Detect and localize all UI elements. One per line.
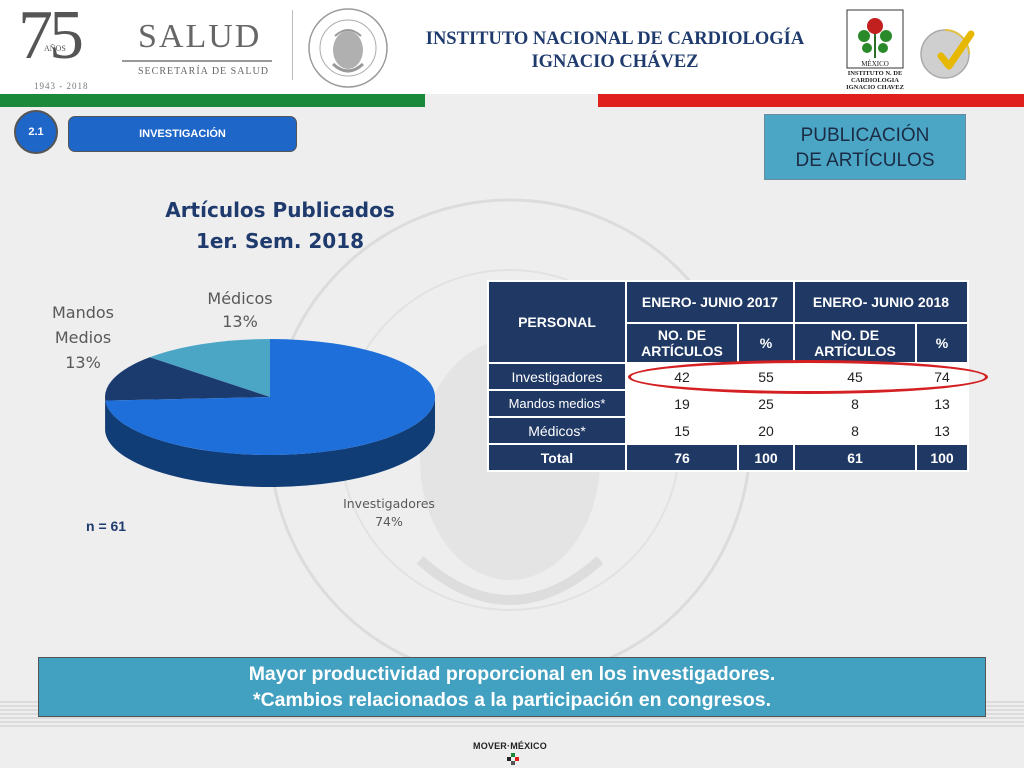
pie-label-medicos-name: Médicos: [207, 289, 273, 308]
section-number-badge: 2.1: [14, 110, 58, 154]
salud-logo: SALUD SECRETARÍA DE SALUD: [122, 10, 287, 80]
cell-value: 20: [737, 416, 795, 445]
total-label: Total: [487, 443, 627, 472]
subheader-pct-2017: %: [737, 322, 795, 364]
green-band: [0, 94, 425, 107]
pie-label-medicos-value: 13%: [222, 312, 258, 331]
row-label: Médicos*: [487, 416, 627, 445]
pie-slice-investigadores: [105, 339, 435, 455]
salud-subtitle: SECRETARÍA DE SALUD: [138, 66, 269, 77]
mover-mexico-logo: MOVER·MÉXICO: [471, 737, 551, 765]
cell-value: 25: [737, 389, 795, 418]
red-band: [598, 94, 1024, 107]
svg-text:MÉXICO: MÉXICO: [861, 60, 889, 68]
total-value: 100: [915, 443, 969, 472]
pie-label-investigadores-value: 74%: [375, 514, 403, 529]
cell-value: 15: [625, 416, 739, 445]
header-divider: [292, 10, 293, 80]
row-label: Mandos medios*: [487, 389, 627, 418]
heart-tree-icon: MÉXICO: [846, 9, 904, 69]
header-personal: PERSONAL: [487, 280, 627, 364]
mexico-seal-icon: [308, 8, 388, 88]
anniversary-number: 75: [18, 0, 84, 74]
pie-chart: [105, 339, 435, 487]
mover-mexico-icon: [507, 753, 519, 765]
pie-slice-mandos-medios: [105, 357, 270, 401]
cell-value: 8: [793, 389, 917, 418]
anniversary-logo: 75 AÑOS 1943 - 2018: [10, 0, 110, 92]
institute-line-2: IGNACIO CHÁVEZ: [531, 52, 699, 72]
pie-label-mandos: Mandos Medios 13%: [40, 300, 126, 375]
chart-title-line-1: Artículos Publicados: [165, 198, 395, 222]
subheader-articulos-2017: NO. DE ARTÍCULOS: [625, 322, 739, 364]
table-total-row: Total 76 100 61 100: [487, 443, 969, 472]
highlight-ellipse: [628, 360, 988, 394]
cardiology-institute-logo: MÉXICO INSTITUTO N. DE CARDIOLOGIA IGNAC…: [845, 8, 905, 92]
subheader-articulos-2018: NO. DE ARTÍCULOS: [793, 322, 917, 364]
pie-slice-médicos: [149, 339, 270, 397]
cell-value: 19: [625, 389, 739, 418]
conclusion-line-2: *Cambios relacionados a la participación…: [253, 689, 771, 711]
table-row: Médicos* 15 20 8 13: [487, 416, 969, 445]
cell-value: 8: [793, 416, 917, 445]
chart-title-line-2: 1er. Sem. 2018: [195, 229, 365, 253]
anniversary-years: 1943 - 2018: [34, 81, 89, 91]
anniversary-word: AÑOS: [44, 44, 66, 53]
sample-size-label: n = 61: [86, 518, 127, 534]
mover-mexico-text: MOVER·MÉXICO: [473, 741, 547, 751]
pie-label-mandos-value: 13%: [65, 353, 101, 372]
cell-value: 13: [915, 416, 969, 445]
conclusion-box: Mayor productividad proporcional en los …: [38, 657, 986, 717]
cell-value: 13: [915, 389, 969, 418]
pie-slice-side: [105, 397, 435, 487]
pie-label-investigadores: Investigadores 74%: [330, 495, 448, 531]
header-period-2018: ENERO- JUNIO 2018: [793, 280, 969, 324]
salud-divider: [122, 60, 272, 62]
topic-box: PUBLICACIÓN DE ARTÍCULOS: [764, 114, 966, 180]
institute-line-1: INSTITUTO NACIONAL DE CARDIOLOGÍA: [425, 29, 805, 49]
row-label: Investigadores: [487, 362, 627, 391]
pie-label-medicos: Médicos 13%: [195, 287, 285, 333]
section-label: INVESTIGACIÓN: [68, 116, 297, 152]
topic-line-1: PUBLICACIÓN: [800, 125, 930, 146]
certification-badge-icon: [920, 29, 975, 79]
pie-label-mandos-name: Mandos Medios: [51, 303, 115, 347]
header-period-2017: ENERO- JUNIO 2017: [625, 280, 795, 324]
conclusion-line-1: Mayor productividad proporcional en los …: [248, 663, 776, 685]
table-row: Mandos medios* 19 25 8 13: [487, 389, 969, 418]
salud-word: SALUD: [138, 18, 262, 55]
cardiology-logo-caption: INSTITUTO N. DE CARDIOLOGIA IGNACIO CHAV…: [846, 70, 904, 91]
chart-title: Artículos Publicados 1er. Sem. 2018: [140, 195, 420, 257]
total-value: 76: [625, 443, 739, 472]
total-value: 61: [793, 443, 917, 472]
subheader-pct-2018: %: [915, 322, 969, 364]
total-value: 100: [737, 443, 795, 472]
institute-title: INSTITUTO NACIONAL DE CARDIOLOGÍA IGNACI…: [360, 28, 870, 74]
pie-label-investigadores-name: Investigadores: [343, 496, 435, 511]
topic-line-2: DE ARTÍCULOS: [795, 150, 935, 171]
